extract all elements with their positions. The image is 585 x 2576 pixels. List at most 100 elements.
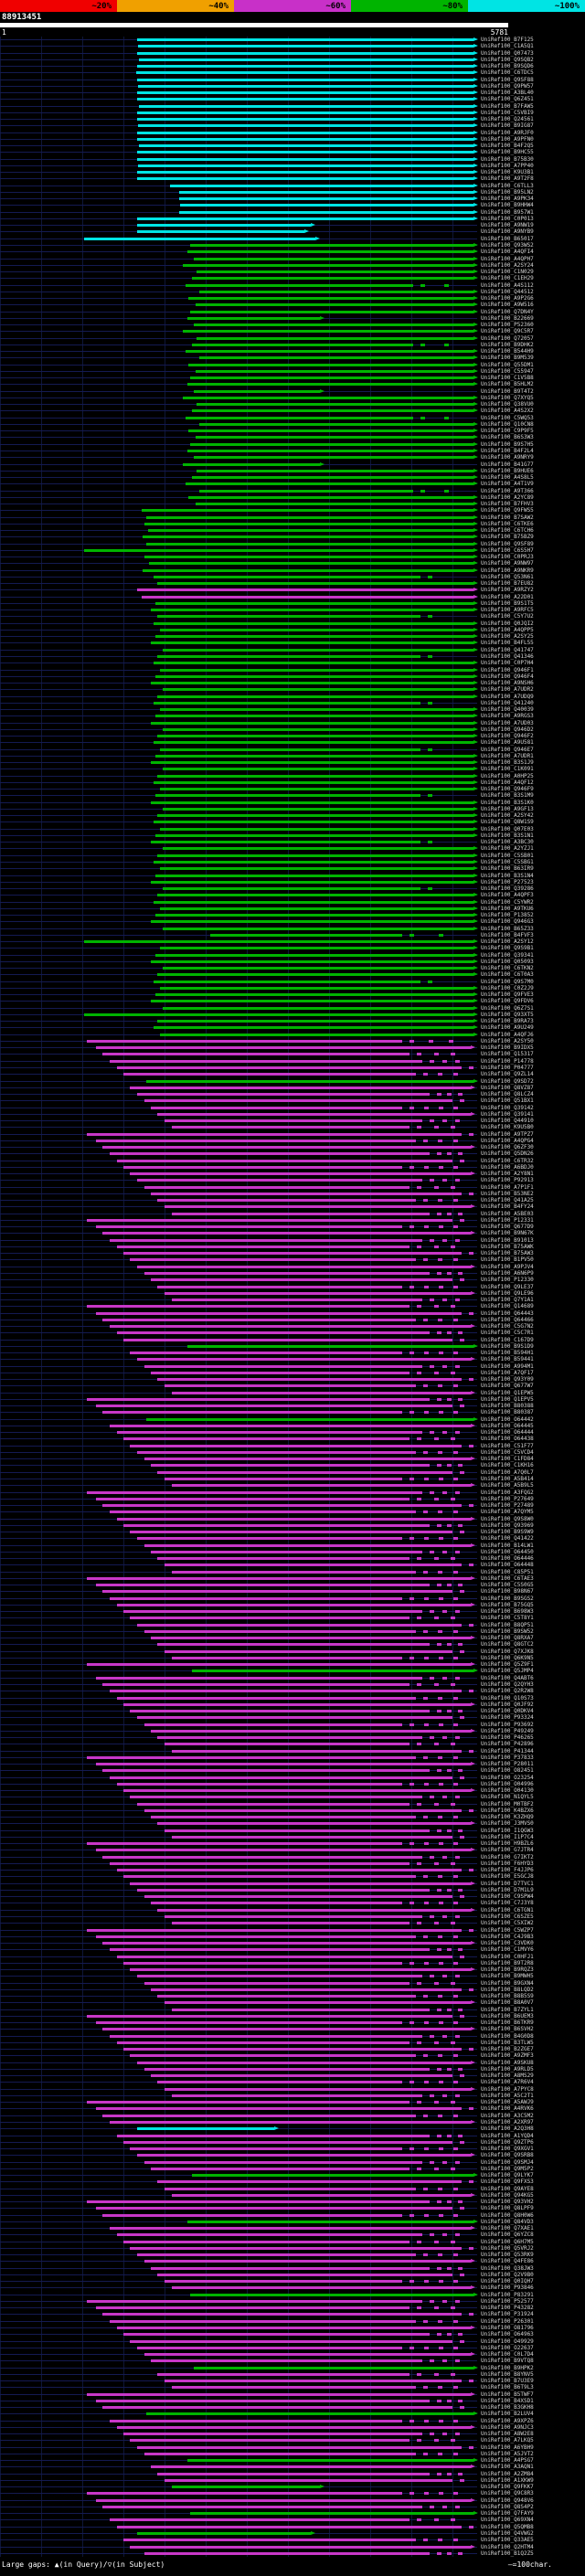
hit-label[interactable]: UniRef100_A3FQG2 <box>481 1489 534 1496</box>
hit-label[interactable]: UniRef100_B2LUV4 <box>481 2411 534 2418</box>
alignment-fragment[interactable] <box>457 1331 463 1335</box>
alignment-bar[interactable] <box>151 1729 471 1733</box>
alignment-fragment[interactable] <box>410 1902 414 1905</box>
alignment-fragment[interactable] <box>453 1961 458 1965</box>
hit-label[interactable]: UniRef100_A3C5M2 <box>481 2112 534 2119</box>
hit-label[interactable]: UniRef100_B594H1 <box>481 1350 534 1357</box>
hit-label[interactable]: UniRef100_B6UEM3 <box>481 2012 534 2019</box>
alignment-bar[interactable] <box>143 535 473 539</box>
hit-label[interactable]: UniRef100_A5B9L5 <box>481 1482 534 1489</box>
alignment-bar[interactable] <box>154 701 420 705</box>
hit-label[interactable]: UniRef100_Q4VWG2 <box>481 2530 534 2537</box>
alignment-bar[interactable] <box>144 2551 430 2555</box>
alignment-bar[interactable] <box>123 1165 402 1169</box>
alignment-fragment[interactable] <box>460 2273 464 2276</box>
hit-label[interactable]: UniRef100_O81796 <box>481 2325 534 2331</box>
alignment-bar[interactable] <box>144 522 473 525</box>
alignment-bar[interactable] <box>163 768 473 771</box>
hit-label[interactable]: UniRef100_B9MWH5 <box>481 1973 534 1980</box>
hit-label[interactable]: UniRef100_O64446 <box>481 1555 534 1563</box>
alignment-fragment[interactable] <box>437 2399 441 2402</box>
alignment-fragment[interactable] <box>410 2492 414 2496</box>
alignment-fragment[interactable] <box>439 1165 443 1169</box>
alignment-fragment[interactable] <box>410 1411 414 1415</box>
hit-label[interactable]: UniRef100_B9RQZ3 <box>481 1966 534 1974</box>
hit-label[interactable]: UniRef100_Q0JF92 <box>481 1701 534 1708</box>
alignment-bar[interactable] <box>151 1816 416 1819</box>
alignment-fragment[interactable] <box>433 1861 439 1865</box>
hit-label[interactable]: UniRef100_P46265 <box>481 1734 534 1742</box>
alignment-fragment[interactable] <box>420 343 425 346</box>
alignment-bar[interactable] <box>144 2160 422 2164</box>
alignment-fragment[interactable] <box>457 1523 463 1527</box>
alignment-fragment[interactable] <box>447 2067 452 2071</box>
hit-label[interactable]: UniRef100_A9RLD5 <box>481 2065 534 2072</box>
hit-label[interactable]: UniRef100_A2XR97 <box>481 2119 534 2125</box>
alignment-bar[interactable] <box>155 635 473 639</box>
hit-label[interactable]: UniRef100_A4QPP5 <box>481 626 534 633</box>
alignment-fragment[interactable] <box>460 1099 464 1103</box>
alignment-fragment[interactable] <box>457 2134 463 2137</box>
alignment-bar[interactable] <box>123 1073 416 1076</box>
alignment-fragment[interactable] <box>455 1238 460 1242</box>
alignment-fragment[interactable] <box>417 1922 421 1925</box>
hit-label[interactable]: UniRef100_B65Z33 <box>481 925 534 932</box>
hit-label[interactable]: UniRef100_B9T2R8 <box>481 1959 534 1966</box>
alignment-fragment[interactable] <box>469 2445 473 2449</box>
alignment-bar[interactable] <box>87 1490 422 1494</box>
hit-label[interactable]: UniRef100_A2SY12 <box>481 938 534 946</box>
hit-label[interactable]: UniRef100_A3AQN1 <box>481 2464 534 2471</box>
alignment-fragment[interactable] <box>460 2478 464 2482</box>
alignment-fragment[interactable] <box>442 1550 447 1553</box>
alignment-bar[interactable] <box>194 389 320 393</box>
hit-label[interactable]: UniRef100_C6TGN1 <box>481 1906 534 1913</box>
alignment-fragment[interactable] <box>424 1902 429 1905</box>
alignment-bar[interactable] <box>139 58 473 61</box>
alignment-fragment[interactable] <box>455 1796 460 1799</box>
alignment-fragment[interactable] <box>452 1073 458 1076</box>
alignment-fragment[interactable] <box>452 2114 458 2117</box>
hit-label[interactable]: UniRef100_Q0DKV4 <box>481 1708 534 1715</box>
hit-label[interactable]: UniRef100_A9NSH6 <box>481 680 534 687</box>
alignment-fragment[interactable] <box>417 2372 421 2376</box>
hit-label[interactable]: UniRef100_N1QYL5 <box>481 1794 534 1801</box>
alignment-fragment[interactable] <box>430 1179 434 1182</box>
hit-label[interactable]: UniRef100_P92913 <box>481 1177 534 1184</box>
hit-label[interactable]: UniRef100_O04996 <box>481 1780 534 1787</box>
hit-label[interactable]: UniRef100_B9M539 <box>481 355 534 362</box>
hit-label[interactable]: UniRef100_A4QPH7 <box>481 255 534 262</box>
hit-label[interactable]: UniRef100_Q41A25 <box>481 1197 534 1204</box>
alignment-bar[interactable] <box>160 747 420 751</box>
alignment-bar[interactable] <box>96 2107 462 2111</box>
alignment-bar[interactable] <box>192 2174 473 2178</box>
alignment-fragment[interactable] <box>457 2399 463 2402</box>
alignment-fragment[interactable] <box>455 2160 460 2164</box>
hit-label[interactable]: UniRef100_P52577 <box>481 2297 534 2305</box>
hit-label[interactable]: UniRef100_Q8W1S9 <box>481 819 534 826</box>
alignment-fragment[interactable] <box>453 1285 458 1288</box>
alignment-bar[interactable] <box>172 2286 471 2290</box>
hit-label[interactable]: UniRef100_B3TLW5 <box>481 2039 534 2046</box>
hit-label[interactable]: UniRef100_C6TR32 <box>481 1157 534 1164</box>
alignment-fragment[interactable] <box>439 2346 443 2349</box>
hit-label[interactable]: UniRef100_Q07473 <box>481 49 534 57</box>
alignment-bar[interactable] <box>102 2313 462 2316</box>
hit-label[interactable]: UniRef100_A6N6P9 <box>481 1269 534 1277</box>
alignment-fragment[interactable] <box>469 1504 473 1508</box>
hit-label[interactable]: UniRef100_B4XSD1 <box>481 2397 534 2404</box>
hit-label[interactable]: UniRef100_Q946F1 <box>481 666 534 673</box>
alignment-fragment[interactable] <box>423 1875 428 1879</box>
alignment-fragment[interactable] <box>430 1431 434 1435</box>
alignment-fragment[interactable] <box>452 1511 458 1514</box>
alignment-fragment[interactable] <box>460 2014 464 2018</box>
alignment-fragment[interactable] <box>457 1584 463 1587</box>
hit-label[interactable]: UniRef100_A4QFJ6 <box>481 1031 534 1038</box>
alignment-bar[interactable] <box>157 853 473 857</box>
alignment-bar[interactable] <box>117 1245 410 1248</box>
alignment-bar[interactable] <box>110 1948 430 1952</box>
alignment-bar[interactable] <box>165 2478 452 2482</box>
alignment-bar[interactable] <box>163 1006 473 1010</box>
hit-label[interactable]: UniRef100_Q41346 <box>481 652 534 660</box>
alignment-bar[interactable] <box>96 2306 410 2310</box>
alignment-fragment[interactable] <box>437 2200 441 2204</box>
